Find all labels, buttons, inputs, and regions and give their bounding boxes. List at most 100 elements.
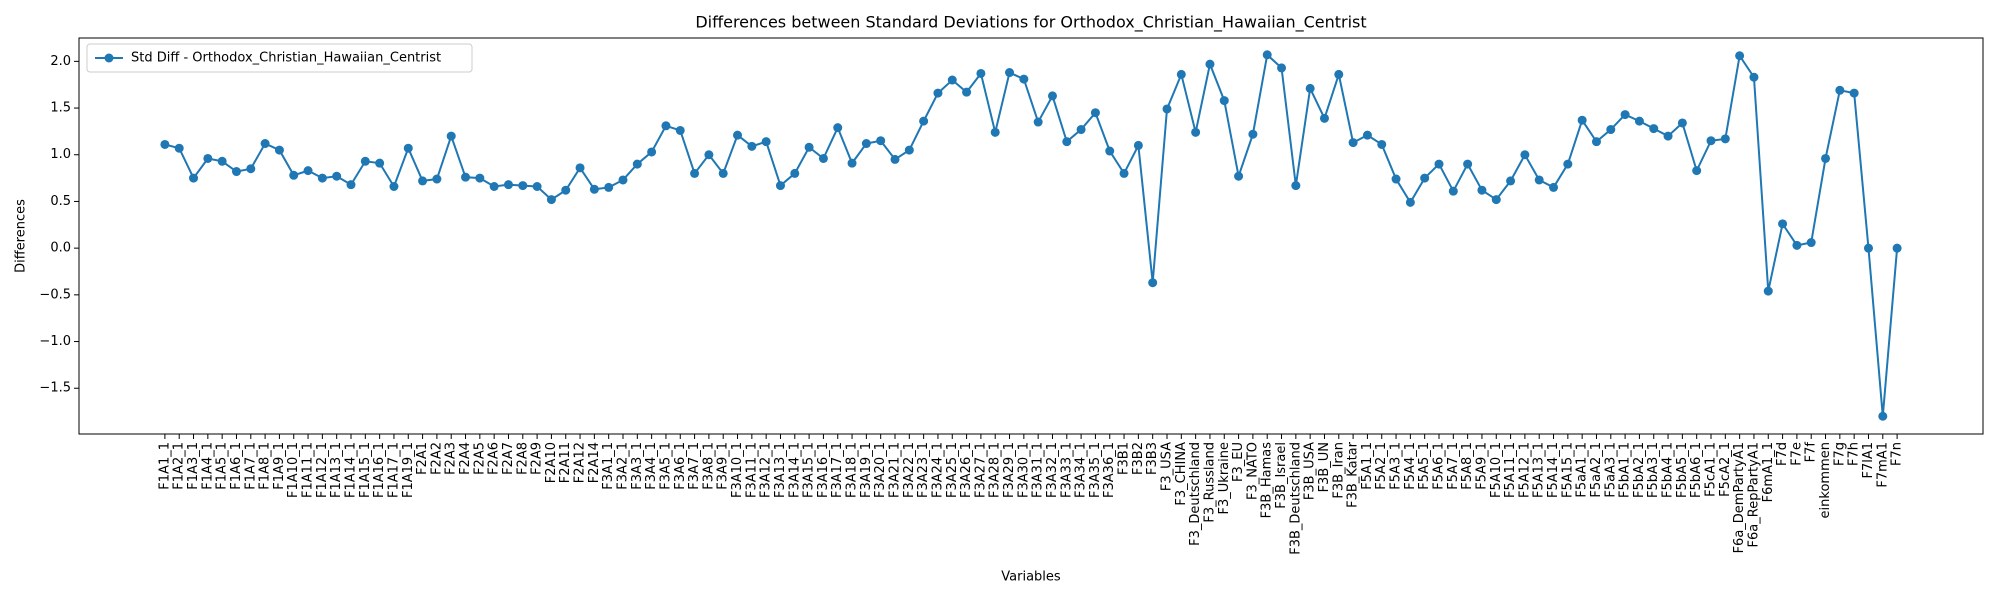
x-tick-label: F1A10_1 xyxy=(286,442,301,498)
legend-marker xyxy=(104,53,114,63)
x-tick-label: F3A25_1 xyxy=(945,442,960,498)
data-point xyxy=(1062,137,1072,147)
data-point xyxy=(1720,134,1730,144)
x-tick-label: F1A15_1 xyxy=(358,442,373,498)
data-point xyxy=(647,147,657,157)
data-point xyxy=(1291,181,1301,191)
data-point xyxy=(876,136,886,146)
data-point xyxy=(461,172,471,182)
data-point xyxy=(1105,146,1115,156)
x-tick-label: F3A2_1 xyxy=(616,442,631,490)
data-point xyxy=(747,141,757,151)
x-tick-label: F3B_UN xyxy=(1317,442,1332,492)
x-tick-label: F3A29_1 xyxy=(1002,442,1017,498)
data-point xyxy=(1277,63,1287,73)
data-point xyxy=(1606,125,1616,135)
x-tick-label: F2A3 xyxy=(444,442,459,475)
x-tick-label: F2A12 xyxy=(573,442,588,483)
x-tick-label: F3A20_1 xyxy=(873,442,888,498)
x-tick-label: F3A23_1 xyxy=(916,442,931,498)
x-tick-label: F1A8_1 xyxy=(258,442,273,490)
x-tick-label: F5cA1_1 xyxy=(1704,442,1719,497)
data-point xyxy=(303,166,313,176)
data-point xyxy=(346,180,356,190)
x-tick-label: F2A7 xyxy=(501,442,516,475)
x-tick-label: F7mA1 xyxy=(1875,442,1890,488)
x-tick-label: F2A11 xyxy=(558,442,573,483)
data-point xyxy=(1821,153,1831,163)
data-point xyxy=(1305,83,1315,93)
x-tick-label: F1A19_1 xyxy=(401,442,416,498)
data-point xyxy=(1234,171,1244,181)
data-point xyxy=(976,68,986,78)
x-tick-label: F1A2_1 xyxy=(172,442,187,490)
x-tick-label: F3A13_1 xyxy=(773,442,788,498)
x-tick-label: F5A9_1 xyxy=(1474,442,1489,490)
y-tick-label: −1.0 xyxy=(39,334,71,349)
x-tick-label: F5A4_1 xyxy=(1403,442,1418,490)
x-tick-label: F3_Deutschland xyxy=(1188,442,1203,546)
data-point xyxy=(561,185,571,195)
x-tick-label: F1A14_1 xyxy=(344,442,359,498)
x-tick-label: F5bA3_1 xyxy=(1646,442,1661,498)
x-tick-label: F3A27_1 xyxy=(973,442,988,498)
y-tick-label: 0.0 xyxy=(50,241,71,256)
data-point xyxy=(675,125,685,135)
data-point xyxy=(962,87,972,97)
data-point xyxy=(1019,74,1029,84)
data-point xyxy=(403,143,413,153)
x-tick-label: F7lA1 xyxy=(1861,442,1876,479)
data-point xyxy=(661,121,671,131)
data-point xyxy=(475,173,485,183)
x-tick-label: F1A12_1 xyxy=(315,442,330,498)
data-point xyxy=(1563,159,1573,169)
x-tick-label: F1A1_1 xyxy=(157,442,172,490)
data-point xyxy=(1663,131,1673,141)
data-point xyxy=(1463,159,1473,169)
x-tick-label: F3A35_1 xyxy=(1088,442,1103,498)
data-point xyxy=(1749,72,1759,82)
x-tick-label: F2A5 xyxy=(472,442,487,475)
data-point xyxy=(1090,108,1100,118)
x-tick-label: F5A14_1 xyxy=(1546,442,1561,498)
x-tick-label: F3A32_1 xyxy=(1045,442,1060,498)
data-point xyxy=(1634,116,1644,126)
data-point xyxy=(389,182,399,191)
x-tick-label: F5A15_1 xyxy=(1560,442,1575,498)
x-tick-label: F3B2 xyxy=(1131,442,1146,475)
data-point xyxy=(1735,51,1745,61)
x-tick-label: F3A34_1 xyxy=(1074,442,1089,498)
y-tick-label: 2.0 xyxy=(50,54,71,69)
x-tick-label: F7h xyxy=(1847,442,1862,466)
x-tick-label: F6a_RepPartyA1 xyxy=(1746,442,1761,547)
data-point xyxy=(1248,129,1258,139)
data-point xyxy=(632,159,642,169)
data-point xyxy=(1334,69,1344,79)
y-tick-label: 1.5 xyxy=(50,101,71,116)
data-point xyxy=(1076,125,1086,135)
data-point xyxy=(532,182,542,191)
data-point xyxy=(1148,278,1158,288)
data-point xyxy=(589,184,599,194)
data-point xyxy=(861,139,871,149)
x-tick-label: F3A26_1 xyxy=(959,442,974,498)
x-tick-label: F3B_Israel xyxy=(1274,442,1289,509)
x-tick-label: F3A11_1 xyxy=(744,442,759,498)
x-tick-label: F3A12_1 xyxy=(759,442,774,498)
x-tick-label: F1A13_1 xyxy=(329,442,344,498)
x-tick-label: F5A5_1 xyxy=(1417,442,1432,490)
data-point xyxy=(1577,115,1587,125)
data-point xyxy=(604,182,614,192)
x-tick-label: F2A10 xyxy=(544,442,559,483)
x-tick-label: F7n xyxy=(1890,442,1905,466)
data-point xyxy=(1549,182,1559,192)
y-tick-label: 1.0 xyxy=(50,147,71,162)
x-tick-label: F3B_Iran xyxy=(1331,442,1346,499)
data-point xyxy=(446,131,456,141)
data-point xyxy=(160,139,170,149)
data-point xyxy=(1763,286,1773,296)
data-point xyxy=(1835,85,1845,95)
x-tick-label: F3A3_1 xyxy=(630,442,645,490)
data-point xyxy=(260,139,270,149)
